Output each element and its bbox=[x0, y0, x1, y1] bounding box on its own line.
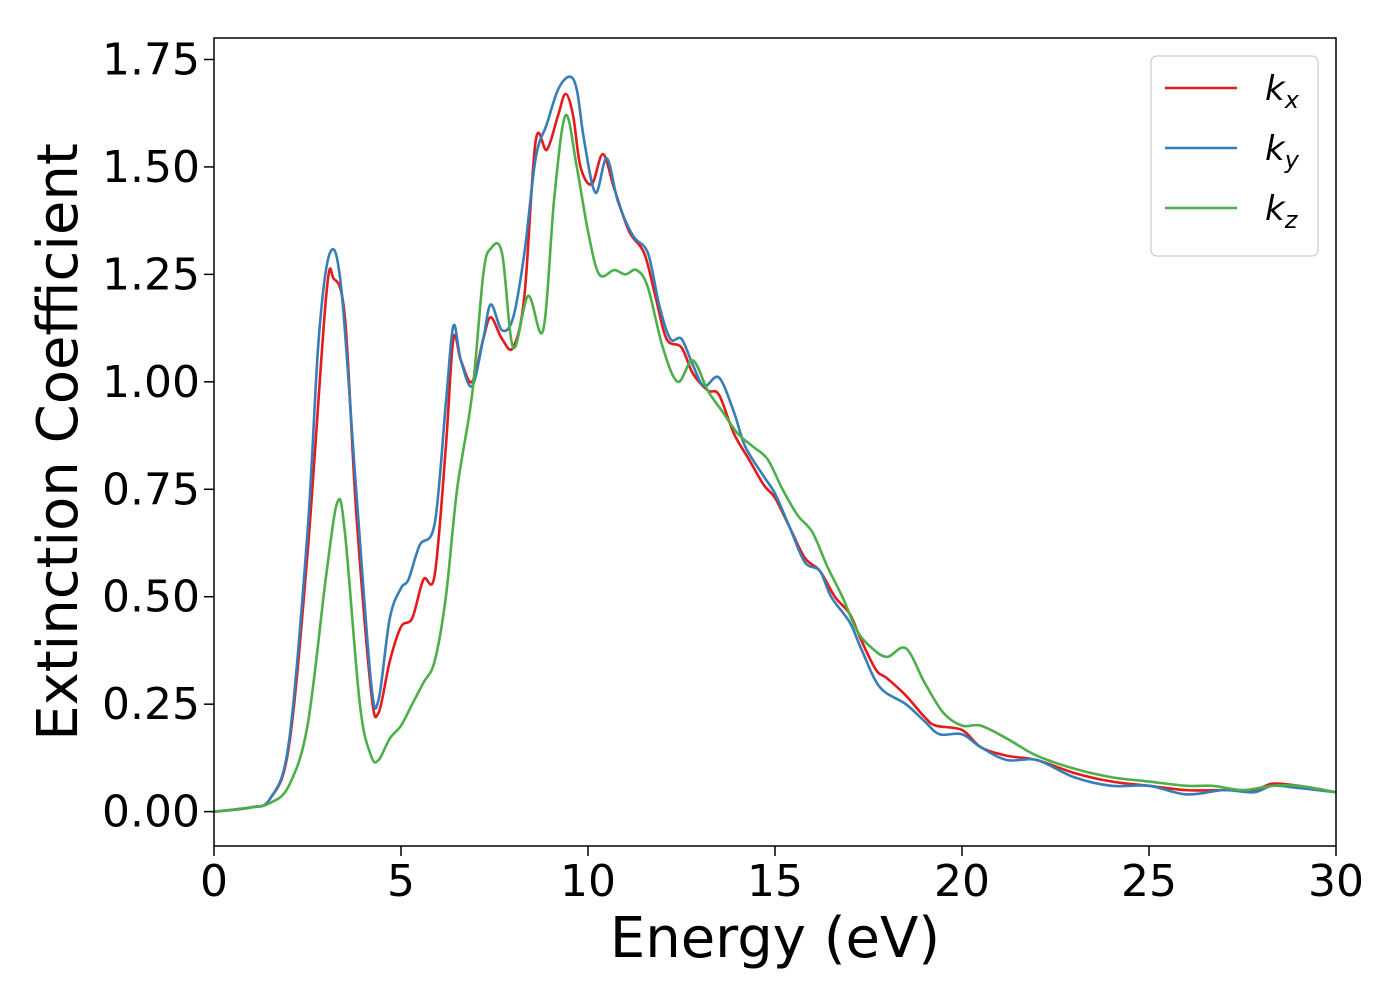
x-tick-label: 20 bbox=[934, 856, 990, 907]
x-tick-label: 30 bbox=[1308, 856, 1364, 907]
x-axis-label: Energy (eV) bbox=[610, 906, 940, 971]
y-tick-label: 1.75 bbox=[102, 34, 200, 85]
x-tick-label: 25 bbox=[1121, 856, 1177, 907]
legend-entry-subscript: x bbox=[1284, 86, 1300, 114]
series-line-ky bbox=[213, 75, 1337, 813]
y-tick-label: 0.75 bbox=[102, 464, 200, 515]
series-layer bbox=[213, 75, 1337, 813]
legend-entry-subscript: y bbox=[1284, 146, 1300, 174]
ticks-layer: 0 5 10 15 20 25 30 0.00 0.25 0.50 0.75 1.00 1.25 1.50… bbox=[102, 34, 1364, 907]
legend-entry-label: ky bbox=[1265, 129, 1300, 174]
x-tick-label: 0 bbox=[200, 856, 228, 907]
y-tick-label: 1.00 bbox=[102, 357, 200, 408]
x-tick-label: 5 bbox=[387, 856, 415, 907]
y-axis-label: Extinction Coefficient bbox=[26, 143, 91, 741]
legend-frame bbox=[1150, 55, 1319, 257]
series-line-kz bbox=[213, 114, 1337, 813]
y-tick-label: 0.00 bbox=[102, 787, 200, 838]
y-tick-label: 1.50 bbox=[102, 142, 200, 193]
y-tick-label: 0.50 bbox=[102, 572, 200, 623]
legend-entry-label: kx bbox=[1265, 69, 1300, 114]
x-tick-label: 10 bbox=[560, 856, 616, 907]
legend-entry-subscript: z bbox=[1284, 206, 1299, 234]
y-tick-label: 0.25 bbox=[102, 679, 200, 730]
x-tick-label: 15 bbox=[747, 856, 803, 907]
y-tick-label: 1.25 bbox=[102, 249, 200, 300]
series-line-kx bbox=[213, 92, 1337, 813]
